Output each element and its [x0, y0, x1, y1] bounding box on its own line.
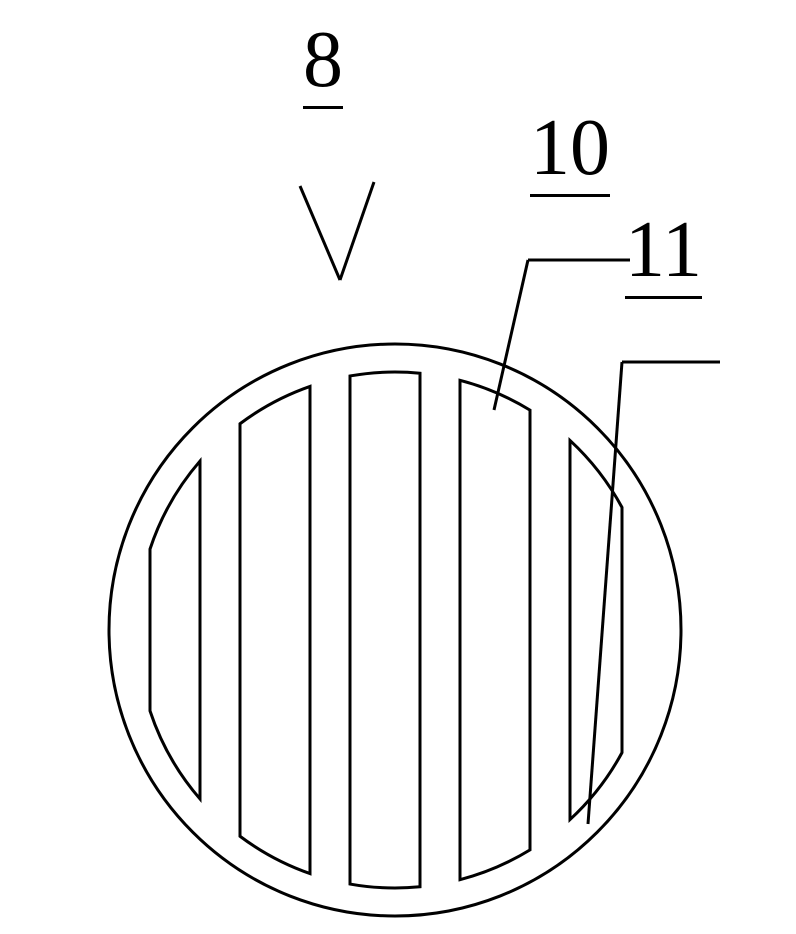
diagram-svg [0, 0, 796, 934]
leader-8-left [300, 186, 340, 280]
label-8: 8 [303, 20, 343, 109]
label-11: 11 [625, 210, 702, 299]
outer-circle [109, 344, 681, 916]
leader-8-right [340, 182, 374, 280]
label-10: 10 [530, 108, 610, 197]
slot-1 [240, 386, 310, 873]
slot-0 [150, 461, 200, 799]
leader-11-slant [588, 362, 622, 824]
slot-3 [460, 380, 530, 879]
slot-4 [570, 440, 622, 819]
leader-10-slant [494, 260, 528, 410]
slot-2 [350, 372, 420, 888]
